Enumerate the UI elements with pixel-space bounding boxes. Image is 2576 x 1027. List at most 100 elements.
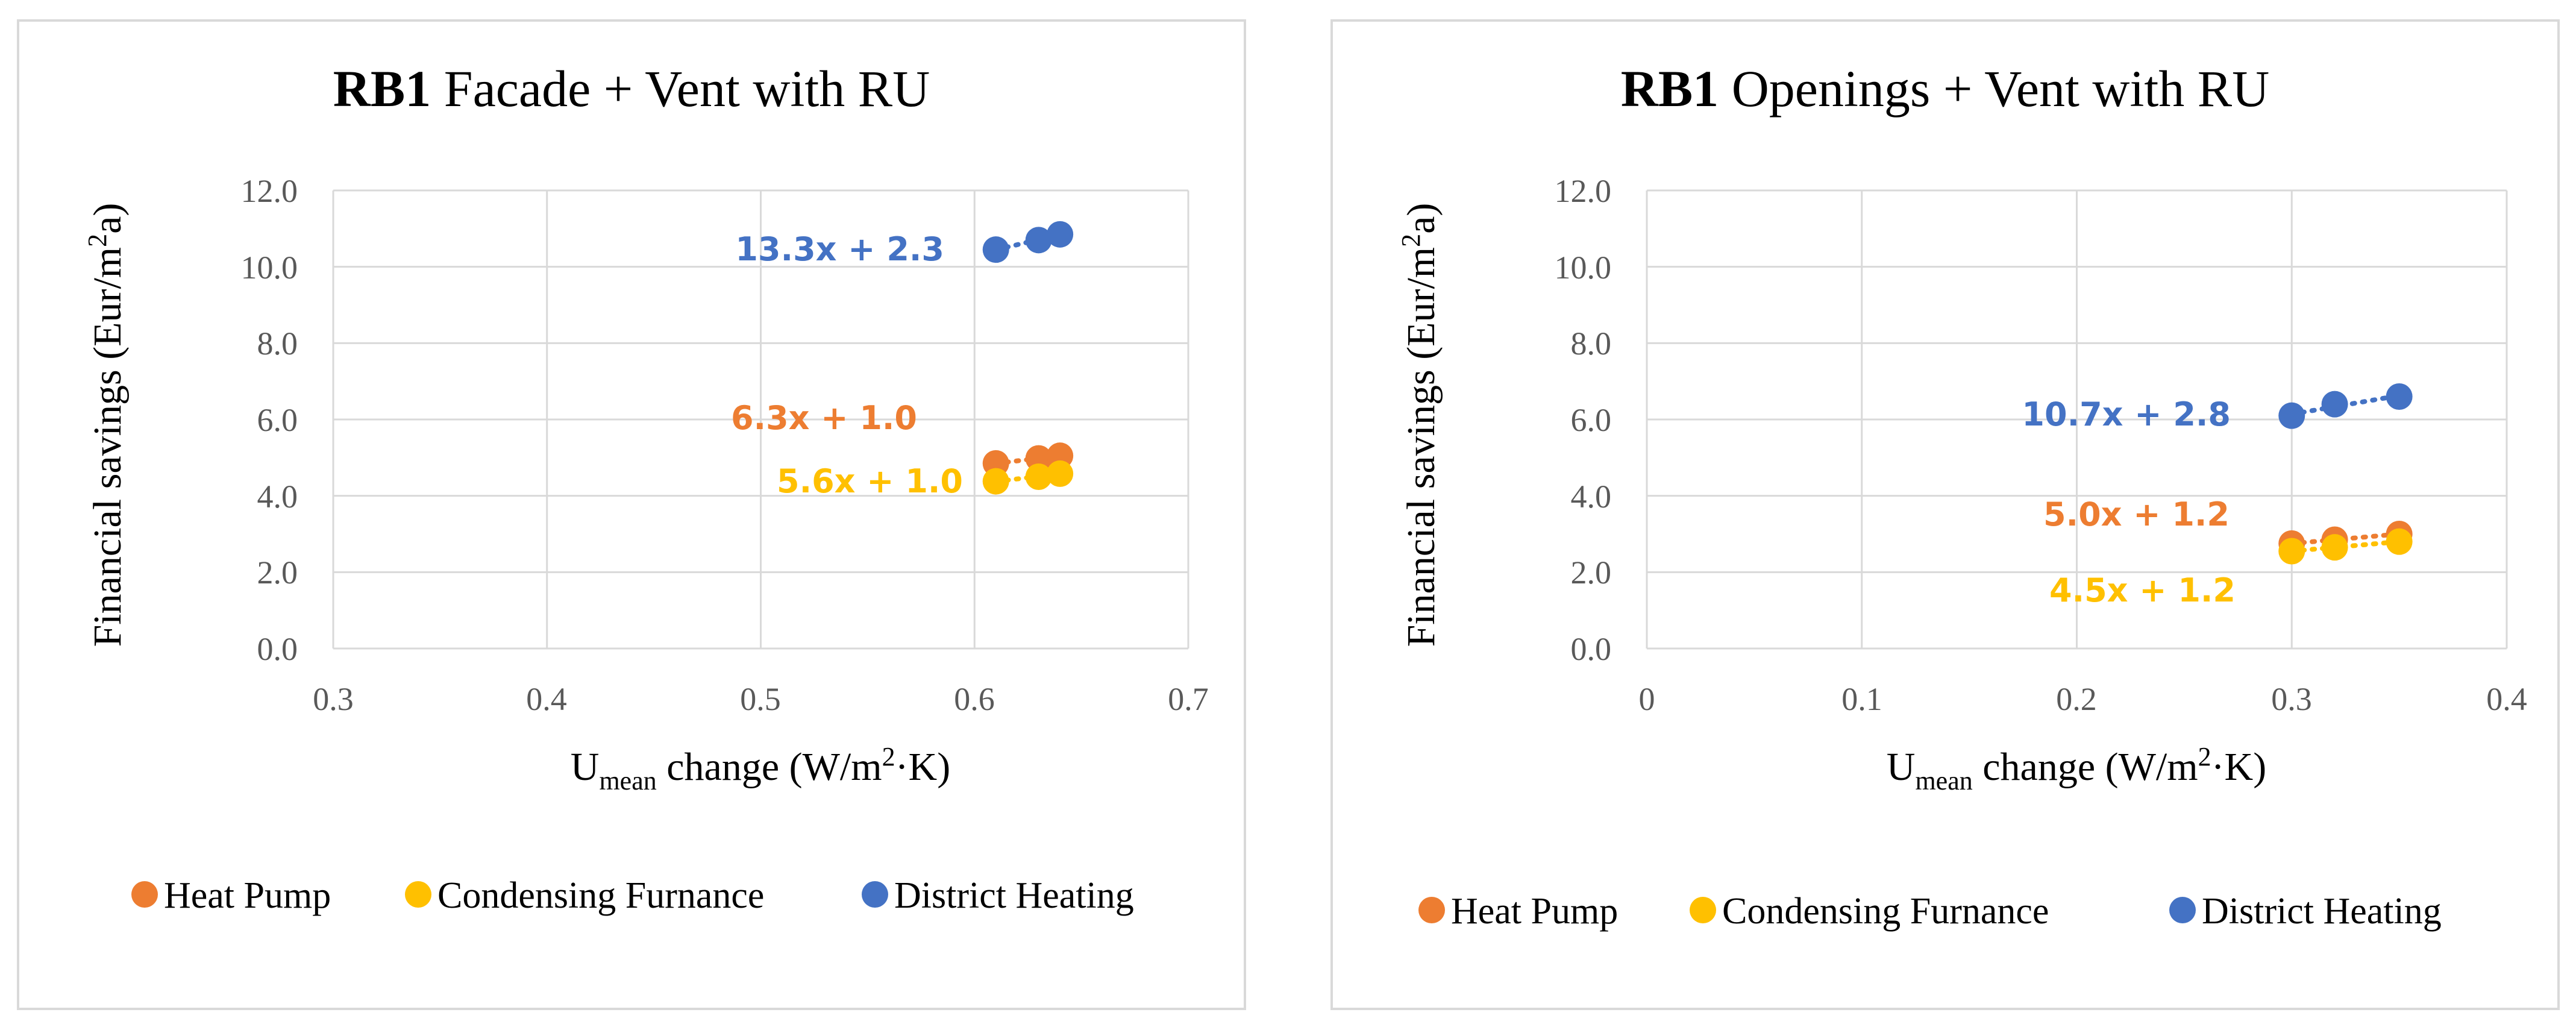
chart-title: RB1 Openings + Vent with RU <box>1621 60 2270 118</box>
y-tick-label: 10.0 <box>241 250 298 286</box>
trendline-equation-district-heating: 10.7x + 2.8 <box>2022 395 2231 433</box>
legend-item-heat-pump[interactable]: Heat Pump <box>1418 891 1618 932</box>
trendline-equation-condensing-furnance: 4.5x + 1.2 <box>2049 571 2236 609</box>
y-tick-labels: 0.0 2.0 4.0 6.0 8.0 10.0 12.0 <box>1555 173 1612 667</box>
y-tick-label: 12.0 <box>241 173 298 209</box>
y-tick-label: 12.0 <box>1555 173 1612 209</box>
x-axis-title-mid: change (W/m <box>1973 745 2198 789</box>
y-axis-title-end: a) <box>1399 203 1443 234</box>
chart-title-rest: Facade + Vent with RU <box>444 60 930 118</box>
trendline-equations: 6.3x + 1.0 5.6x + 1.0 13.3x + 2.3 <box>731 230 963 500</box>
y-axis-title-end: a) <box>86 203 130 234</box>
legend-marker <box>862 881 888 908</box>
data-point-condensing-furnance[interactable] <box>1025 463 1052 490</box>
y-tick-label: 6.0 <box>1571 402 1612 438</box>
chart-frame <box>1330 19 2560 1010</box>
x-tick-label: 0.5 <box>740 681 781 717</box>
chart-title: RB1 Facade + Vent with RU <box>333 60 930 118</box>
data-point-district-heating[interactable] <box>2321 391 2348 418</box>
data-point-condensing-furnance[interactable] <box>2278 538 2305 565</box>
y-axis-title: Financial savings (Eur/m2a) <box>1396 203 1443 647</box>
y-axis-title-main: Financial savings (Eur/m <box>1399 247 1443 647</box>
legend-item-heat-pump[interactable]: Heat Pump <box>131 875 331 916</box>
data-point-district-heating[interactable] <box>2278 402 2305 429</box>
x-tick-label: 0.3 <box>313 681 354 717</box>
legend-label: Heat Pump <box>164 875 331 916</box>
y-tick-label: 4.0 <box>257 479 298 515</box>
y-tick-labels: 0.0 2.0 4.0 6.0 8.0 10.0 12.0 <box>241 173 298 667</box>
x-axis-title-sub: mean <box>1915 766 1972 796</box>
y-axis-title-sup: 2 <box>83 234 112 247</box>
y-tick-label: 8.0 <box>1571 325 1612 362</box>
legend-label: District Heating <box>894 875 1134 916</box>
legend-item-condensing-furnance[interactable]: Condensing Furnance <box>405 875 764 916</box>
data-point-condensing-furnance[interactable] <box>2386 528 2413 555</box>
y-axis-title-sup: 2 <box>1396 234 1426 247</box>
y-tick-label: 2.0 <box>257 554 298 591</box>
x-tick-labels: 0 0.1 0.2 0.3 0.4 <box>1639 681 2527 717</box>
y-tick-label: 0.0 <box>1571 631 1612 667</box>
x-tick-label: 0.1 <box>1841 681 1882 717</box>
legend-item-district-heating[interactable]: District Heating <box>2169 891 2442 932</box>
y-axis-title: Financial savings (Eur/m2a) <box>83 203 130 647</box>
x-axis-title-mid: change (W/m <box>657 745 882 789</box>
legend-marker <box>131 881 158 908</box>
chart-title-bold: RB1 <box>1621 60 1719 118</box>
trendline-equation-district-heating: 13.3x + 2.3 <box>735 230 944 268</box>
x-axis-title: Umean change (W/m2·K) <box>1887 742 2266 796</box>
data-point-district-heating[interactable] <box>1025 227 1052 254</box>
y-tick-label: 0.0 <box>257 631 298 667</box>
x-tick-label: 0.3 <box>2271 681 2312 717</box>
legend-label: Condensing Furnance <box>1722 891 2049 932</box>
y-tick-label: 2.0 <box>1571 554 1612 591</box>
legend-item-district-heating[interactable]: District Heating <box>862 875 1134 916</box>
legend: Heat Pump Condensing Furnance District H… <box>131 875 1134 916</box>
data-series <box>2278 383 2413 565</box>
x-tick-labels: 0.3 0.4 0.5 0.6 0.7 <box>313 681 1209 717</box>
chart-panel-openings: RB1 Openings + Vent with RU 0.0 2.0 4.0 … <box>1330 19 2560 1010</box>
x-axis-title: Umean change (W/m2·K) <box>571 742 950 796</box>
x-axis-title-sub: mean <box>599 766 656 796</box>
data-series <box>982 221 1074 495</box>
legend-label: District Heating <box>2202 891 2442 932</box>
data-point-condensing-furnance[interactable] <box>2321 534 2348 561</box>
legend: Heat Pump Condensing Furnance District H… <box>1418 891 2442 932</box>
x-axis-title-end: ·K) <box>2211 745 2267 789</box>
legend-marker <box>405 881 431 908</box>
legend-label: Condensing Furnance <box>437 875 764 916</box>
x-tick-label: 0 <box>1639 681 1655 717</box>
legend-marker <box>2169 897 2196 923</box>
y-axis-title-main: Financial savings (Eur/m <box>86 247 130 647</box>
data-point-district-heating[interactable] <box>2386 383 2413 410</box>
chart-title-rest: Openings + Vent with RU <box>1732 60 2270 118</box>
data-point-condensing-furnance[interactable] <box>1047 460 1074 487</box>
y-tick-label: 4.0 <box>1571 479 1612 515</box>
y-tick-label: 8.0 <box>257 325 298 362</box>
data-point-district-heating[interactable] <box>1047 221 1074 248</box>
chart-panel-facade: RB1 Facade + Vent with RU 0.0 2.0 4.0 6.… <box>17 19 1246 1010</box>
x-axis-title-main: U <box>1887 745 1916 789</box>
x-tick-label: 0.4 <box>526 681 567 717</box>
y-tick-label: 6.0 <box>257 402 298 438</box>
x-axis-title-main: U <box>571 745 600 789</box>
chart-title-bold: RB1 <box>333 60 431 118</box>
legend-label: Heat Pump <box>1451 891 1618 932</box>
legend-marker <box>1690 897 1716 923</box>
x-tick-label: 0.7 <box>1168 681 1209 717</box>
y-tick-label: 10.0 <box>1555 250 1612 286</box>
x-tick-label: 0.4 <box>2486 681 2527 717</box>
trendline-equations: 5.0x + 1.2 4.5x + 1.2 10.7x + 2.8 <box>2022 395 2236 609</box>
trendline-equation-condensing-furnance: 5.6x + 1.0 <box>777 462 963 500</box>
x-tick-label: 0.6 <box>954 681 995 717</box>
data-point-condensing-furnance[interactable] <box>982 468 1009 495</box>
legend-item-condensing-furnance[interactable]: Condensing Furnance <box>1690 891 2049 932</box>
data-point-district-heating[interactable] <box>982 236 1009 263</box>
data-point-heat-pump[interactable] <box>1025 445 1052 472</box>
legend-marker <box>1418 897 1445 923</box>
x-axis-title-sup: 2 <box>882 742 895 771</box>
trendline-equation-heat-pump: 6.3x + 1.0 <box>731 399 917 437</box>
x-axis-title-end: ·K) <box>895 745 951 789</box>
chart-frame <box>17 19 1246 1010</box>
x-tick-label: 0.2 <box>2056 681 2097 717</box>
